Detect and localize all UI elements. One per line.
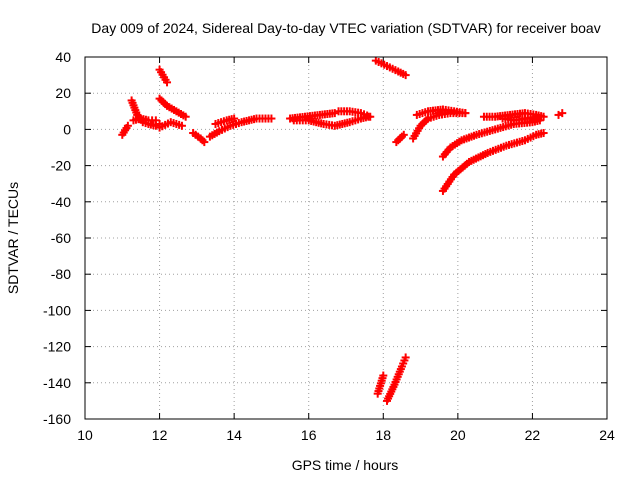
- data-point: [366, 112, 375, 121]
- y-tick-label: -60: [51, 230, 71, 246]
- data-point: [539, 129, 548, 138]
- x-tick-label: 16: [301, 427, 317, 443]
- data-track: [438, 129, 548, 195]
- data-point: [558, 109, 567, 118]
- x-tick-label: 18: [375, 427, 391, 443]
- data-track: [438, 116, 544, 161]
- y-tick-label: -80: [51, 266, 71, 282]
- grid: [85, 57, 607, 419]
- data-point: [401, 353, 410, 362]
- x-tick-label: 12: [152, 427, 168, 443]
- data-track: [334, 107, 375, 121]
- data-track: [205, 114, 276, 141]
- data-track: [392, 130, 408, 147]
- data-point: [532, 112, 541, 121]
- data-track: [412, 105, 470, 119]
- y-tick-label: -100: [43, 302, 71, 318]
- x-tick-label: 14: [226, 427, 242, 443]
- chart-title: Day 009 of 2024, Sidereal Day-to-day VTE…: [91, 20, 600, 36]
- y-axis-label: SDTVAR / TECUs: [5, 182, 21, 294]
- y-tick-label: 20: [55, 85, 71, 101]
- data-point: [401, 71, 410, 80]
- data-track: [554, 109, 567, 119]
- data-point: [151, 116, 160, 125]
- axis-ticks: 10 12 14 16 18 20 22 24 -160 -140 -120 -100 -80 -60 -4…: [43, 49, 615, 443]
- y-tick-label: -20: [51, 158, 71, 174]
- data-point: [181, 112, 190, 121]
- data-point: [399, 130, 408, 139]
- y-tick-label: 0: [63, 121, 71, 137]
- data-track: [155, 65, 172, 87]
- plot-frame: [84, 56, 608, 420]
- x-tick-label: 10: [77, 427, 93, 443]
- data-points: [118, 56, 567, 405]
- x-tick-label: 22: [525, 427, 541, 443]
- data-point: [267, 114, 276, 123]
- data-track: [129, 114, 160, 125]
- data-track: [371, 56, 410, 80]
- data-track: [118, 121, 132, 139]
- data-track: [155, 118, 186, 132]
- data-point: [461, 109, 470, 118]
- data-track: [211, 114, 239, 128]
- y-tick-label: -160: [43, 411, 71, 427]
- x-tick-label: 20: [450, 427, 466, 443]
- data-track: [383, 353, 410, 405]
- x-tick-label: 24: [599, 427, 615, 443]
- data-point: [177, 121, 186, 130]
- data-track: [498, 112, 541, 125]
- data-point: [163, 78, 172, 87]
- y-tick-label: 40: [55, 49, 71, 65]
- data-track: [155, 94, 190, 121]
- x-axis-label: GPS time / hours: [292, 457, 399, 473]
- data-track: [289, 112, 373, 130]
- data-point: [379, 371, 388, 380]
- y-tick-label: -140: [43, 375, 71, 391]
- data-point: [200, 138, 209, 147]
- data-track: [189, 129, 209, 147]
- data-point: [230, 114, 239, 123]
- data-point: [539, 112, 548, 121]
- data-track: [373, 371, 388, 398]
- y-tick-label: -40: [51, 194, 71, 210]
- y-tick-label: -120: [43, 339, 71, 355]
- data-point: [123, 121, 132, 130]
